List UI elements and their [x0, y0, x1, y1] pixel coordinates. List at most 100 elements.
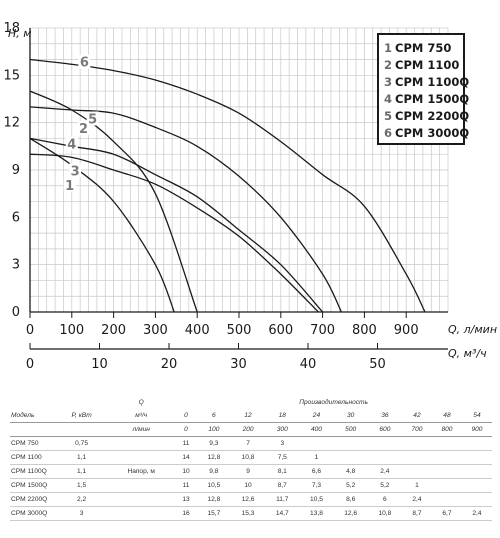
- table-cell-value: 12,6: [230, 492, 266, 507]
- table-cell-value: 12,8: [196, 450, 231, 465]
- x-tick-label: 800: [352, 323, 377, 338]
- table-cell-model: CPM 1500Q: [10, 478, 56, 493]
- x-tick-label: 900: [394, 323, 419, 338]
- curve-label-bg: [77, 120, 90, 135]
- table-cell-value: [461, 492, 492, 507]
- table-cell-value: 14,7: [265, 506, 300, 521]
- table-row: CPM 3000Q 3 16 15,7 15,3 14,7 13,8 12,6 10,8 8,7 6…: [10, 506, 492, 521]
- table-cell-value: 8,1: [265, 464, 300, 479]
- y-tick-label: 9: [12, 163, 20, 178]
- table-header-lmin-value: 0: [175, 422, 197, 437]
- x2-tick-label: 20: [161, 357, 178, 372]
- legend-entry-number: 3: [384, 75, 392, 89]
- table-cell-value: 11: [175, 478, 197, 493]
- curve-label-bg: [69, 163, 82, 178]
- table-header-lmin-value: 300: [265, 422, 300, 437]
- table-header-m3h-value: 48: [431, 409, 462, 423]
- curve-label: 1: [65, 179, 74, 194]
- table-cell-value: [401, 464, 432, 479]
- curve-cpm-1100q: [29, 153, 319, 313]
- table-header-lmin-value: 600: [367, 422, 402, 437]
- table-cell-value: [431, 450, 462, 465]
- curve-label-bg: [63, 177, 76, 192]
- chart-grid: [30, 27, 449, 312]
- x2-tick-label: 40: [300, 357, 317, 372]
- table-cell-value: 1: [401, 478, 432, 493]
- curve-label-bg: [78, 54, 91, 69]
- x2-tick-label: 30: [230, 357, 247, 372]
- table-cell-value: [401, 436, 432, 451]
- table-header-q: Q: [138, 399, 144, 406]
- table-cell-value: [461, 464, 492, 479]
- x-tick-label: 500: [227, 323, 252, 338]
- table-cell-value: 10: [230, 478, 266, 493]
- x-tick-labels: 0 100 200 300 400 500 600 700 800 900: [26, 312, 419, 338]
- table-cell-value: 7: [230, 436, 266, 451]
- table-cell-value: [431, 478, 462, 493]
- table-cell-value: [431, 492, 462, 507]
- x-tick-label: 700: [310, 323, 335, 338]
- table-cell-power: 1,1: [56, 464, 108, 479]
- curve-label: 4: [67, 138, 76, 153]
- table-cell-value: [401, 450, 432, 465]
- table-row: CPM 1100 1,1 14 12,8 10,8 7,5 1: [10, 450, 492, 465]
- table-cell-value: 7,3: [299, 478, 334, 493]
- table-header-blank: [56, 422, 108, 437]
- y-tick-label: 18: [3, 21, 20, 36]
- table-header-model: Модель: [10, 409, 56, 423]
- table-cell-value: [461, 436, 492, 451]
- table-header-performance: Производительность: [299, 399, 369, 406]
- x-tick-label: 400: [185, 323, 210, 338]
- table-header-lmin-value: 700: [401, 422, 432, 437]
- table-cell-power: 3: [56, 506, 108, 521]
- table-cell-value: [461, 478, 492, 493]
- table-cell-head-label: Напор, м: [107, 464, 176, 479]
- legend-entry-number: 2: [384, 58, 392, 72]
- curve-cpm-1100: [29, 90, 198, 313]
- table-cell-value: 5,2: [333, 478, 368, 493]
- table-cell-value: 2,4: [367, 464, 402, 479]
- table-cell-value: 12,8: [196, 492, 231, 507]
- table-header-blank: [10, 396, 56, 409]
- table-cell-value: [299, 436, 334, 451]
- table-header-unit-lmin: л/мин: [107, 422, 176, 437]
- table-header-m3h-value: 0: [175, 409, 197, 423]
- table-header-lmin-value: 500: [333, 422, 368, 437]
- table-cell-value: 10,5: [196, 478, 231, 493]
- table-cell-value: 8,6: [333, 492, 368, 507]
- table-cell-value: 9: [230, 464, 266, 479]
- table-cell-value: 11,7: [265, 492, 300, 507]
- curve-label-bg: [65, 136, 78, 151]
- legend-entry-number: 4: [384, 92, 392, 106]
- table-cell-value: [367, 450, 402, 465]
- table-cell-value: 6,7: [431, 506, 462, 521]
- table-cell-head-label: [107, 450, 176, 465]
- table-cell-value: 5,2: [367, 478, 402, 493]
- table-header-unit-m3h: м³/ч: [107, 409, 176, 423]
- table-cell-value: 15,3: [230, 506, 266, 521]
- y-tick-label: 0: [12, 305, 20, 320]
- table-cell-value: 11: [175, 436, 197, 451]
- table-cell-value: 9,3: [196, 436, 231, 451]
- table-header-m3h-value: 36: [367, 409, 402, 423]
- table-cell-value: 8,7: [265, 478, 300, 493]
- legend-box: [377, 33, 465, 145]
- table-cell-value: 2,4: [461, 506, 492, 521]
- table-cell-value: [431, 464, 462, 479]
- table-cell-value: 2,4: [401, 492, 432, 507]
- legend-entry: CPM 750: [395, 41, 451, 55]
- table-cell-value: 14: [175, 450, 197, 465]
- table-cell-value: 10,8: [367, 506, 402, 521]
- table-cell-head-label: [107, 492, 176, 507]
- table-cell-power: 0,75: [56, 436, 108, 451]
- table-cell-model: CPM 750: [10, 436, 56, 451]
- legend-entry-number: 1: [384, 41, 392, 55]
- table-header-lmin-value: 200: [230, 422, 266, 437]
- x2-tick-label: 0: [26, 357, 34, 372]
- y-axis-label: H, м: [8, 27, 32, 40]
- table-cell-model: CPM 1100Q: [10, 464, 56, 479]
- table-cell-value: 6,6: [299, 464, 334, 479]
- y-tick-label: 15: [3, 68, 20, 83]
- table-header-power: P, кВт: [56, 409, 108, 423]
